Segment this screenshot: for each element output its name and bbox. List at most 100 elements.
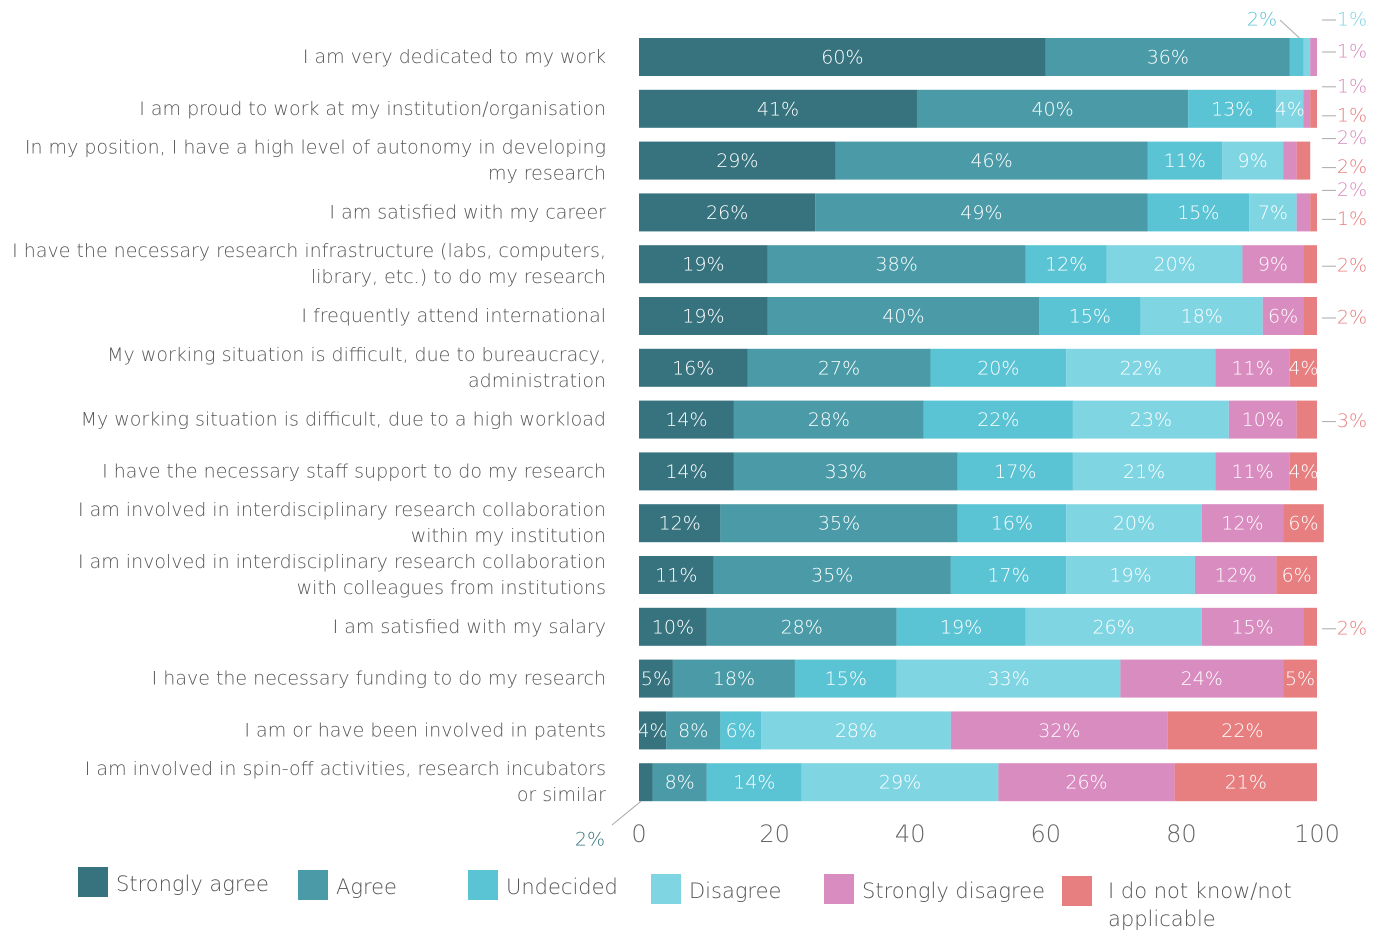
value-label: 6% [726, 720, 756, 742]
value-label: 18% [713, 668, 755, 690]
value-label-callout: 1% [1337, 41, 1367, 63]
bar-segment [1276, 89, 1304, 128]
value-label: 13% [1211, 98, 1253, 120]
bar-segment [1283, 504, 1324, 543]
bar-segment [639, 348, 748, 387]
value-label: 21% [1123, 461, 1165, 483]
legend-swatch [651, 874, 681, 904]
bar-segment [1310, 89, 1317, 128]
value-label: 4% [1288, 357, 1318, 379]
bar-segment [1276, 556, 1317, 594]
value-label: 18% [1181, 306, 1223, 328]
bar-segment [1147, 141, 1223, 180]
bar-segment [1066, 504, 1202, 543]
value-label: 14% [733, 772, 775, 794]
value-label: 14% [665, 409, 707, 431]
value-label-callout: 1% [1337, 9, 1367, 31]
value-label: 5% [641, 668, 671, 690]
value-label: 6% [1268, 306, 1298, 328]
bar-segment [720, 504, 958, 543]
value-label: 9% [1238, 150, 1268, 172]
legend-swatch [468, 870, 498, 900]
category-label: In my position, I have a high level of a… [25, 136, 606, 184]
value-label: 26% [706, 202, 748, 224]
x-tick-label: 40 [895, 820, 926, 848]
bar-segment [1066, 556, 1195, 594]
category-label: I am or have been involved in patents [244, 719, 606, 741]
bar-segment [950, 711, 1168, 750]
bar-segment [713, 556, 951, 594]
bar-segment [1303, 297, 1317, 335]
value-label: 11% [655, 565, 697, 587]
value-label: 8% [665, 772, 695, 794]
bar-segment [1025, 607, 1202, 646]
value-label: 24% [1181, 668, 1223, 690]
bar-segment [1283, 659, 1317, 698]
value-label: 12% [1215, 565, 1257, 587]
bar-segment [639, 659, 673, 698]
value-label: 28% [808, 409, 850, 431]
value-label: 17% [994, 461, 1036, 483]
bar-segment [998, 763, 1175, 802]
bar-segment [666, 711, 721, 750]
bar-segment [1025, 245, 1107, 284]
bar-segment [1296, 400, 1317, 439]
bar-segment [1310, 193, 1317, 232]
leader-line [1279, 19, 1300, 39]
value-label: 16% [991, 513, 1033, 535]
legend-swatch [1062, 876, 1092, 906]
bar-segment [639, 607, 707, 646]
value-label: 15% [1231, 616, 1273, 638]
bar-segment [1303, 38, 1311, 76]
bar-segment [639, 504, 721, 543]
value-label: 49% [960, 202, 1002, 224]
bar-segment [639, 556, 714, 594]
value-label: 32% [1038, 720, 1080, 742]
value-label-callout: 2% [1247, 9, 1277, 31]
bar-segment [1140, 297, 1263, 335]
value-label: 46% [970, 150, 1012, 172]
value-label: 23% [1130, 409, 1172, 431]
bar-segment [733, 452, 958, 491]
value-label: 28% [835, 720, 877, 742]
bar-segment [652, 763, 707, 802]
bar-segment [639, 763, 653, 802]
category-label: I have the necessary funding to do my re… [152, 667, 606, 689]
bar-segment [1215, 348, 1290, 387]
bar-segment [1215, 452, 1290, 491]
bar-segment [801, 763, 999, 802]
bar-segment [1289, 452, 1317, 491]
legend-label: Strongly agree [116, 872, 269, 896]
bar-segment [1303, 607, 1317, 646]
value-label: 26% [1092, 616, 1134, 638]
bar-segment [916, 89, 1189, 128]
value-label: 12% [1045, 254, 1087, 276]
value-label: 11% [1231, 461, 1273, 483]
bar-segment [1194, 556, 1277, 594]
value-label-callout: 2% [1337, 156, 1367, 178]
legend-label: I do not know/not applicable [1108, 879, 1292, 931]
bar-segment [1045, 38, 1290, 76]
bar-segment [1201, 607, 1304, 646]
value-label: 33% [825, 461, 867, 483]
value-label: 6% [1288, 513, 1318, 535]
bar-segment [1201, 504, 1284, 543]
category-label: I frequently attend international [301, 305, 606, 327]
value-label-callout: 2% [1337, 617, 1367, 639]
legend-label: Undecided [506, 875, 618, 899]
bar-segment [957, 452, 1073, 491]
bar-segment [1303, 245, 1317, 284]
value-label: 40% [1031, 98, 1073, 120]
value-label-callout: 1% [1337, 75, 1367, 97]
leader-line [611, 800, 642, 826]
value-label: 15% [825, 668, 867, 690]
category-label: I am involved in interdisciplinary resea… [78, 499, 606, 547]
value-label: 22% [977, 409, 1019, 431]
bar-segment [923, 400, 1073, 439]
value-label: 4% [637, 720, 667, 742]
bar-segment [1147, 193, 1250, 232]
bar-segment [950, 556, 1067, 594]
x-tick-label: 80 [1166, 820, 1197, 848]
category-label: I am involved in spin-off activities, re… [85, 758, 606, 806]
category-label: I am satisfied with my career [329, 201, 606, 223]
